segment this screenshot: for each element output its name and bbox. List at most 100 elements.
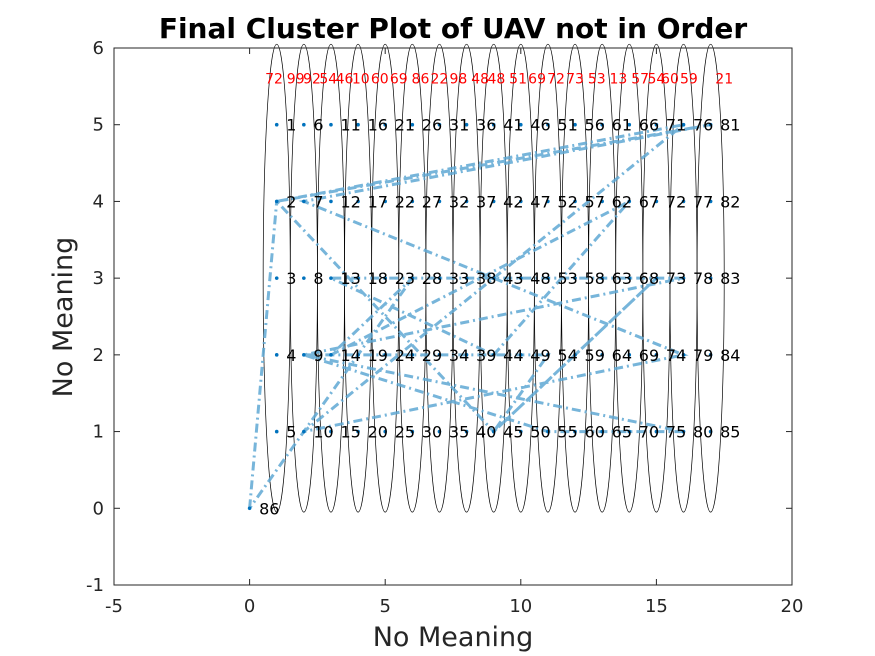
- uav-point: [383, 122, 388, 127]
- uav-point: [464, 429, 469, 434]
- uav-point: [600, 199, 604, 204]
- uav-point: [329, 199, 333, 204]
- point-label: 85: [720, 423, 740, 442]
- point-label: 69: [639, 346, 659, 365]
- uav-point: [383, 353, 388, 357]
- x-axis-ticks: -5 0 5 10 15 20: [105, 48, 803, 617]
- uav-point: [437, 429, 442, 434]
- uav-point: [464, 199, 469, 204]
- y-tick-label: 6: [93, 38, 104, 59]
- uav-point: [356, 429, 360, 434]
- uav-point: [437, 276, 442, 280]
- x-tick-label: 20: [781, 596, 804, 617]
- point-label: 48: [530, 269, 550, 288]
- cluster-label: 60: [661, 72, 679, 88]
- point-label: 39: [476, 346, 496, 365]
- uav-point: [437, 353, 442, 357]
- uav-point: [600, 122, 604, 127]
- point-label: 76: [693, 116, 713, 135]
- point-label: 62: [612, 192, 632, 211]
- point-label: 36: [476, 116, 496, 135]
- point-label: 8: [313, 269, 323, 288]
- point-label: 70: [639, 423, 659, 442]
- uav-point: [491, 122, 496, 127]
- point-label: 22: [395, 192, 415, 211]
- uav-point: [274, 276, 279, 280]
- point-label: 10: [313, 423, 333, 442]
- uav-point: [383, 276, 388, 280]
- point-label: 65: [612, 423, 632, 442]
- point-label: 7: [313, 192, 323, 211]
- point-label: 43: [503, 269, 523, 288]
- point-label: 3: [286, 269, 296, 288]
- point-label: 51: [557, 116, 577, 135]
- cluster-label: 48: [471, 72, 489, 88]
- axes-box: [113, 47, 793, 586]
- point-label: 77: [693, 192, 713, 211]
- uav-point: [519, 199, 523, 204]
- uav-point: [410, 429, 415, 434]
- point-label: 64: [612, 346, 632, 365]
- cluster-label: 57: [631, 72, 649, 88]
- point-label: 15: [340, 423, 360, 442]
- uav-point: [573, 199, 577, 204]
- cluster-label: 10: [352, 72, 370, 88]
- cluster-label: 54: [647, 72, 665, 88]
- uav-point: [546, 353, 550, 357]
- point-label: 59: [585, 346, 605, 365]
- uav-point: [627, 122, 632, 127]
- point-label: 63: [612, 269, 632, 288]
- point-label: 2: [286, 192, 296, 211]
- uav-point: [464, 353, 469, 357]
- point-label: 1: [286, 116, 296, 135]
- point-label: 82: [720, 192, 740, 211]
- uav-point: [329, 353, 333, 357]
- point-label: 55: [557, 423, 577, 442]
- uav-point: [600, 276, 604, 280]
- point-label: 66: [639, 116, 659, 135]
- uav-point: [681, 276, 686, 280]
- point-label: 47: [530, 192, 550, 211]
- point-label: 24: [395, 346, 415, 365]
- x-tick-label: 15: [645, 596, 668, 617]
- uav-point: [274, 353, 279, 357]
- point-label: 75: [666, 423, 686, 442]
- uav-point: [491, 199, 496, 204]
- point-label: 42: [503, 192, 523, 211]
- point-label: 9: [313, 346, 323, 365]
- uav-point: [654, 353, 659, 357]
- uav-point: [519, 353, 523, 357]
- point-label: 28: [422, 269, 442, 288]
- chart-title: Final Cluster Plot of UAV not in Order: [159, 12, 748, 45]
- uav-point: [708, 276, 713, 280]
- uav-point: [274, 199, 279, 204]
- uav-point: [654, 122, 659, 127]
- uav-point: [302, 429, 306, 434]
- cluster-label: 86: [412, 72, 430, 88]
- point-label: 27: [422, 192, 442, 211]
- uav-point: [356, 199, 360, 204]
- point-label: 57: [585, 192, 605, 211]
- uav-point: [708, 122, 713, 127]
- uav-point: [600, 353, 604, 357]
- uav-point: [573, 122, 577, 127]
- point-label: 73: [666, 269, 686, 288]
- point-label: 33: [449, 269, 469, 288]
- uav-point: [437, 199, 442, 204]
- point-label: 53: [557, 269, 577, 288]
- point-labels: 1234567891011121314151617181920212223242…: [259, 116, 740, 519]
- point-label: 18: [368, 269, 388, 288]
- point-label: 4: [286, 346, 296, 365]
- y-tick-label: 1: [93, 422, 104, 443]
- uav-point: [627, 199, 632, 204]
- uav-point: [437, 122, 442, 127]
- point-label: 60: [585, 423, 605, 442]
- point-label: 74: [666, 346, 686, 365]
- uav-point: [654, 276, 659, 280]
- uav-point: [464, 276, 469, 280]
- point-label: 21: [395, 116, 415, 135]
- uav-point: [410, 353, 415, 357]
- uav-point: [573, 353, 577, 357]
